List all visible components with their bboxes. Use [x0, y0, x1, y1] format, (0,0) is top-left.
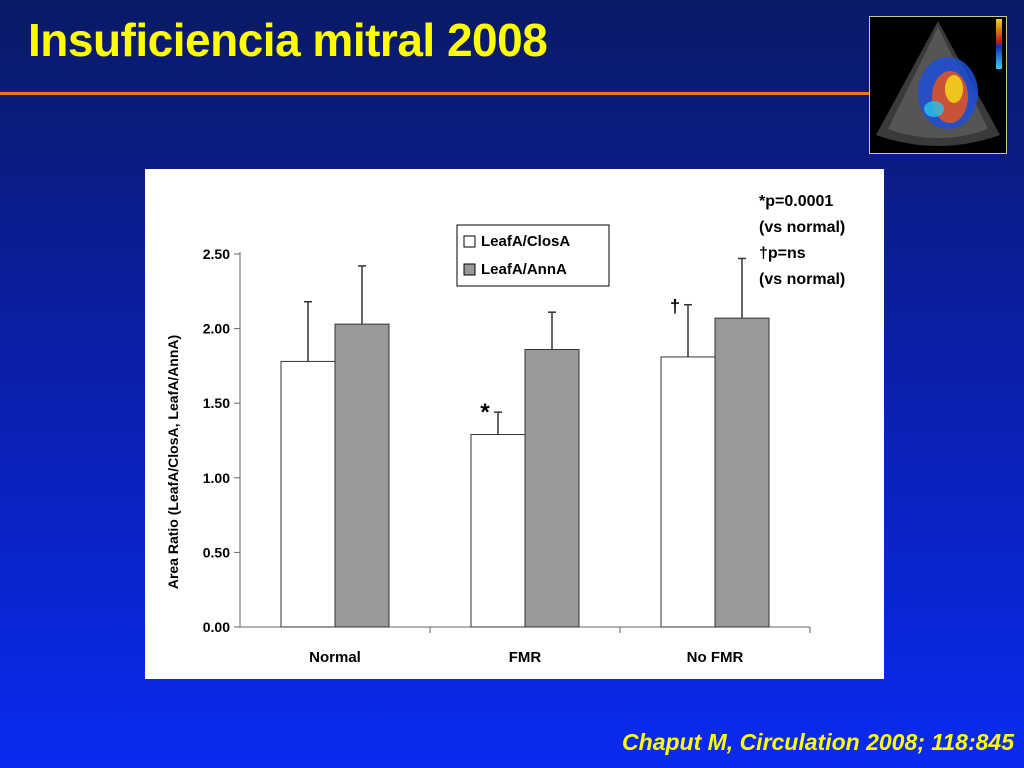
echocardiogram-icon	[870, 17, 1006, 153]
legend-label-leafa-anna: LeafA/AnnA	[481, 261, 567, 278]
legend-swatch-leafa-closa	[463, 235, 476, 248]
bar-leafa-anna-fmr	[524, 348, 580, 628]
bar-leafa-anna-no-fmr	[714, 317, 770, 628]
y-axis-label: Area Ratio (LeafA/ClosA, LeafA/AnnA)	[165, 335, 181, 589]
echocardiogram-thumbnail	[869, 16, 1007, 154]
x-tick-label: FMR	[509, 649, 542, 666]
bar-leafa-closa-no-fmr	[660, 356, 716, 628]
y-tick-label: 1.00	[203, 470, 230, 486]
citation: Chaput M, Circulation 2008; 118:845	[622, 729, 1014, 755]
significance-marker: †	[670, 297, 680, 317]
legend-swatch-leafa-anna	[463, 263, 476, 276]
bar-leafa-closa-normal	[280, 360, 336, 628]
y-tick-label: 1.50	[203, 395, 230, 411]
bar-leafa-anna-normal	[334, 323, 390, 628]
title-underline	[0, 92, 870, 95]
y-tick-label: 0.50	[203, 544, 230, 560]
slide-title: Insuficiencia mitral 2008	[28, 14, 548, 66]
legend: LeafA/ClosA LeafA/AnnA	[456, 224, 610, 287]
x-tick-label: No FMR	[687, 649, 744, 666]
x-tick-label: Normal	[309, 649, 361, 666]
annotation-line-4: (vs normal)	[759, 271, 845, 288]
y-tick-label: 0.00	[203, 619, 230, 635]
annotation-line-2: (vs normal)	[759, 219, 845, 236]
p-value-annotations: *p=0.0001 (vs normal) †p=ns (vs normal)	[759, 193, 845, 288]
annotation-line-1: *p=0.0001	[759, 193, 833, 210]
significance-marker: *	[480, 399, 490, 426]
y-tick-label: 2.50	[203, 246, 230, 262]
chart-panel: Area Ratio (LeafA/ClosA, LeafA/AnnA) Lea…	[145, 169, 884, 679]
y-tick-label: 2.00	[203, 321, 230, 337]
legend-label-leafa-closa: LeafA/ClosA	[481, 233, 570, 250]
bar-chart: Area Ratio (LeafA/ClosA, LeafA/AnnA) Lea…	[165, 193, 845, 666]
bar-leafa-closa-fmr	[470, 434, 526, 628]
annotation-line-3: †p=ns	[759, 245, 806, 262]
